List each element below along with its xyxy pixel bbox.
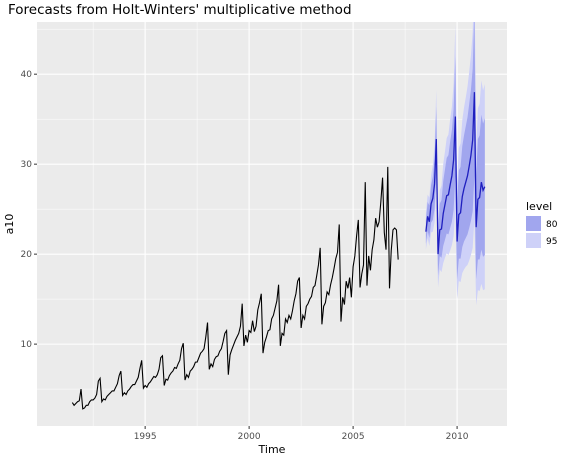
x-tick-label: 2005 xyxy=(342,432,365,442)
x-axis-title: Time xyxy=(258,443,286,456)
plot-panel xyxy=(37,22,507,426)
legend-key-95 xyxy=(526,233,541,248)
y-tick-label: 20 xyxy=(21,250,33,260)
y-tick-label: 10 xyxy=(21,340,33,350)
x-tick-label: 2000 xyxy=(238,432,261,442)
y-axis-title: a10 xyxy=(3,214,16,235)
x-tick-label: 1995 xyxy=(134,432,157,442)
chart-title: Forecasts from Holt-Winters' multiplicat… xyxy=(8,2,352,18)
legend-key-80 xyxy=(526,216,541,231)
y-tick-label: 30 xyxy=(21,160,33,170)
legend-label-95: 95 xyxy=(546,237,557,247)
series-lines xyxy=(71,92,486,410)
legend-label-80: 80 xyxy=(546,220,558,230)
y-axis: 10 20 30 40 xyxy=(21,70,37,350)
legend-title: level xyxy=(526,200,552,213)
x-tick-label: 2010 xyxy=(446,432,469,442)
forecast-line xyxy=(425,92,486,255)
y-tick-label: 40 xyxy=(21,70,33,80)
observed-line xyxy=(71,166,399,410)
x-axis: 1995 2000 2005 2010 xyxy=(134,426,469,442)
legend: level 80 95 xyxy=(526,200,558,248)
